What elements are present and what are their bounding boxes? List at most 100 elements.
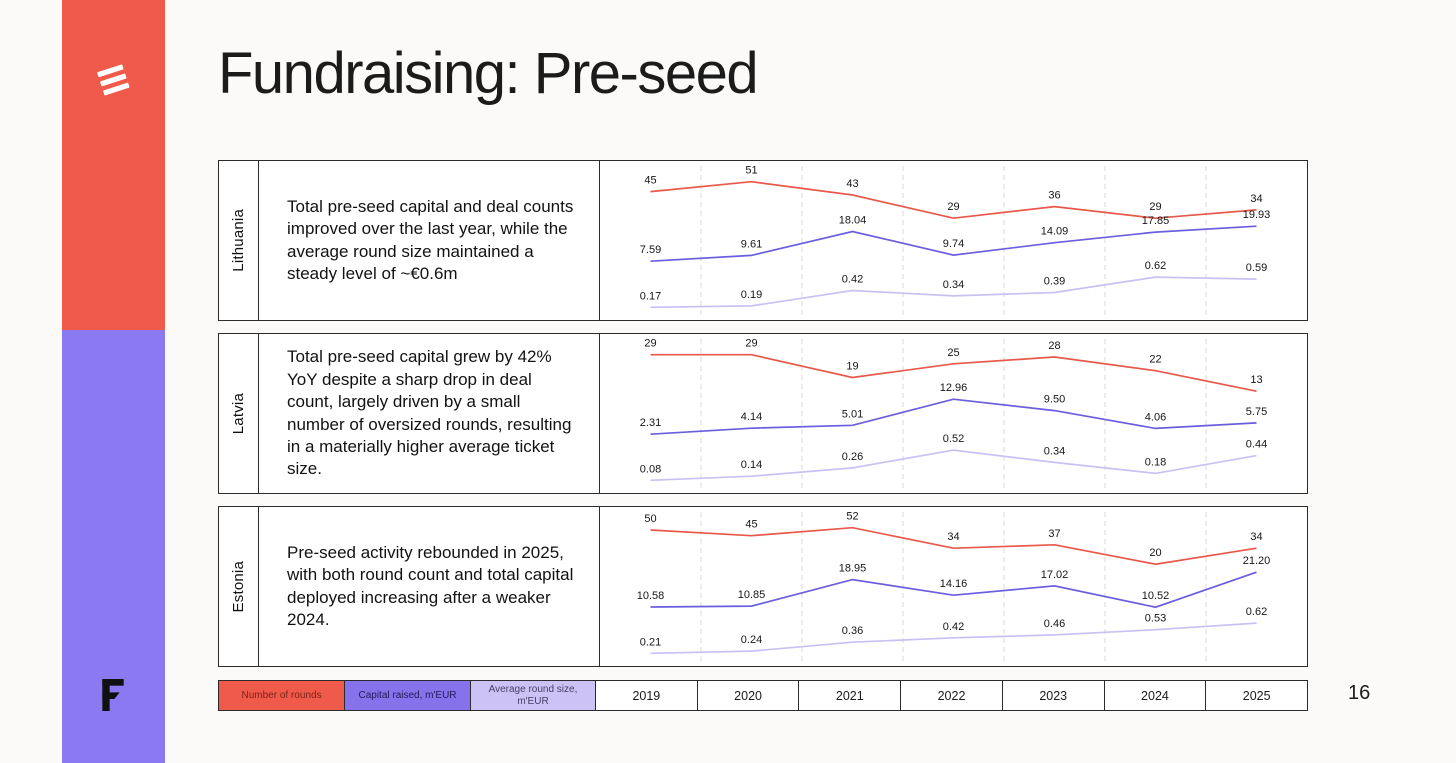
svg-text:28: 28 (1048, 340, 1060, 352)
svg-text:52: 52 (846, 511, 858, 523)
year-label: 2022 (937, 688, 966, 703)
svg-text:21.20: 21.20 (1243, 555, 1271, 567)
svg-text:17.85: 17.85 (1142, 215, 1170, 227)
svg-text:5.75: 5.75 (1246, 406, 1267, 418)
svg-text:2.31: 2.31 (640, 417, 661, 429)
legend-label: Capital raised, m'EUR (358, 689, 457, 701)
svg-text:45: 45 (745, 519, 757, 531)
legend-average-round-size: Average round size, m'EUR (470, 680, 596, 711)
page-title: Fundraising: Pre-seed (218, 41, 759, 106)
year-cell-2021: 2021 (798, 680, 902, 711)
svg-text:0.17: 0.17 (640, 290, 661, 302)
svg-text:0.39: 0.39 (1044, 276, 1065, 288)
sidebar-accent-purple (62, 330, 165, 763)
year-label: 2025 (1242, 688, 1271, 703)
legend-and-years-row: Number of rounds Capital raised, m'EUR A… (218, 680, 1309, 711)
svg-text:43: 43 (846, 178, 858, 190)
brand-zigzag-logo-icon (97, 64, 130, 96)
row-lithuania: Lithuania Total pre-seed capital and dea… (218, 160, 1308, 321)
svg-text:29: 29 (644, 338, 656, 350)
svg-text:19.93: 19.93 (1243, 209, 1271, 221)
description-cell: Total pre-seed capital grew by 42% YoY d… (259, 334, 599, 493)
year-label: 2021 (835, 688, 864, 703)
svg-text:18.95: 18.95 (839, 563, 867, 575)
svg-text:10.85: 10.85 (738, 589, 766, 601)
svg-text:25: 25 (947, 347, 959, 359)
legend-label: Number of rounds (241, 689, 322, 701)
year-cell-2024: 2024 (1103, 680, 1207, 711)
country-cell: Estonia (219, 507, 259, 666)
year-label: 2023 (1039, 688, 1068, 703)
svg-text:0.19: 0.19 (741, 289, 762, 301)
svg-text:10.58: 10.58 (637, 590, 665, 602)
year-label: 2019 (632, 688, 661, 703)
year-label: 2024 (1141, 688, 1169, 703)
svg-text:4.06: 4.06 (1145, 411, 1166, 423)
svg-text:29: 29 (745, 338, 757, 350)
svg-text:0.59: 0.59 (1246, 262, 1267, 274)
description-cell: Total pre-seed capital and deal counts i… (259, 161, 599, 320)
svg-text:34: 34 (1250, 531, 1262, 543)
svg-text:7.59: 7.59 (640, 244, 661, 256)
sidebar (62, 0, 165, 763)
svg-text:0.52: 0.52 (943, 433, 964, 445)
svg-text:34: 34 (1250, 193, 1262, 205)
svg-text:17.02: 17.02 (1041, 569, 1069, 581)
row-estonia: Estonia Pre-seed activity rebounded in 2… (218, 506, 1308, 667)
line-chart-lithuania: 45 51 43 29 36 29 34 7.59 9.61 18.04 9.74 14.09 17.8… (599, 161, 1307, 320)
row-description-latvia: Total pre-seed capital grew by 42% YoY d… (287, 347, 572, 479)
brand-f-logo-icon (102, 679, 124, 711)
svg-text:9.50: 9.50 (1044, 394, 1065, 406)
country-cell: Latvia (219, 334, 259, 493)
svg-text:5.01: 5.01 (842, 408, 863, 420)
svg-text:14.09: 14.09 (1041, 226, 1069, 238)
svg-text:29: 29 (947, 201, 959, 213)
year-cell-2020: 2020 (696, 680, 800, 711)
svg-text:9.74: 9.74 (943, 238, 964, 250)
description-cell: Pre-seed activity rebounded in 2025, wit… (259, 507, 599, 666)
year-cell-2025: 2025 (1205, 680, 1309, 711)
svg-text:14.16: 14.16 (940, 578, 968, 590)
svg-text:18.04: 18.04 (839, 215, 867, 227)
year-cell-2019: 2019 (595, 680, 698, 711)
country-label-latvia: Latvia (230, 392, 247, 435)
svg-text:45: 45 (644, 175, 656, 187)
svg-text:19: 19 (846, 361, 858, 373)
svg-text:9.61: 9.61 (741, 238, 762, 250)
svg-text:20: 20 (1149, 547, 1161, 559)
country-cell: Lithuania (219, 161, 259, 320)
svg-text:0.44: 0.44 (1246, 439, 1267, 451)
row-description-lithuania: Total pre-seed capital and deal counts i… (287, 196, 574, 283)
svg-text:0.34: 0.34 (1044, 445, 1065, 457)
svg-text:0.18: 0.18 (1145, 456, 1166, 468)
year-label: 2020 (734, 688, 762, 703)
svg-text:0.14: 0.14 (741, 459, 762, 471)
legend-number-of-rounds: Number of rounds (218, 680, 345, 711)
svg-text:13: 13 (1250, 374, 1262, 386)
legend-label: Average round size, m'EUR (488, 684, 578, 707)
chart-rows: Lithuania Total pre-seed capital and dea… (218, 160, 1308, 679)
line-chart-estonia: 50 45 52 34 37 20 34 10.58 10.85 18.95 14.16 17.02 1… (599, 507, 1307, 666)
svg-text:0.46: 0.46 (1044, 618, 1065, 630)
svg-text:0.42: 0.42 (842, 273, 863, 285)
page-number: 16 (1348, 682, 1371, 704)
svg-text:0.62: 0.62 (1145, 260, 1166, 272)
svg-text:0.42: 0.42 (943, 621, 964, 633)
svg-text:0.08: 0.08 (640, 463, 661, 475)
row-description-estonia: Pre-seed activity rebounded in 2025, wit… (287, 542, 574, 629)
year-cell-2022: 2022 (900, 680, 1003, 711)
svg-text:34: 34 (947, 531, 959, 543)
svg-text:12.96: 12.96 (940, 382, 968, 394)
svg-text:36: 36 (1048, 190, 1060, 202)
svg-text:0.24: 0.24 (741, 634, 762, 646)
svg-text:50: 50 (644, 513, 656, 525)
svg-text:0.62: 0.62 (1246, 606, 1267, 618)
svg-text:29: 29 (1149, 201, 1161, 213)
svg-text:0.21: 0.21 (640, 636, 661, 648)
legend-capital-raised: Capital raised, m'EUR (344, 680, 471, 711)
svg-text:22: 22 (1149, 354, 1161, 366)
svg-text:10.52: 10.52 (1142, 590, 1170, 602)
svg-text:51: 51 (745, 165, 757, 177)
sidebar-accent-coral (62, 0, 165, 330)
svg-text:37: 37 (1048, 528, 1060, 540)
